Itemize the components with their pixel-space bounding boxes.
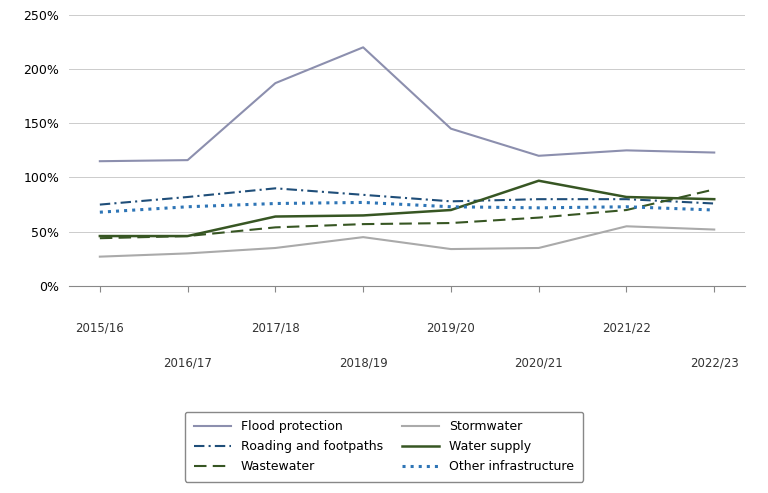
Text: 2016/17: 2016/17 (163, 356, 212, 369)
Text: 2019/20: 2019/20 (426, 321, 475, 334)
Text: 2017/18: 2017/18 (251, 321, 300, 334)
Text: 2021/22: 2021/22 (602, 321, 651, 334)
Text: 2022/23: 2022/23 (690, 356, 739, 369)
Text: 2015/16: 2015/16 (75, 321, 124, 334)
Legend: Flood protection, Roading and footpaths, Wastewater, Stormwater, Water supply, O: Flood protection, Roading and footpaths,… (185, 412, 583, 482)
Text: 2018/19: 2018/19 (339, 356, 388, 369)
Text: 2020/21: 2020/21 (515, 356, 563, 369)
